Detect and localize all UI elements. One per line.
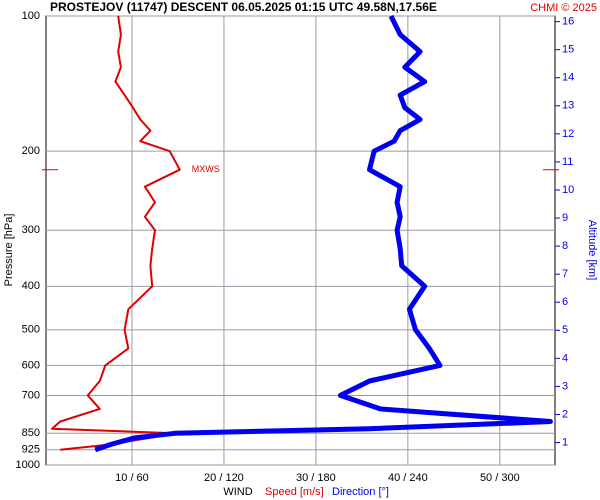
y-tick-label: 300 bbox=[22, 224, 40, 236]
x-tick-label: 30 / 180 bbox=[296, 472, 336, 484]
series-line bbox=[51, 15, 181, 451]
y2-tick-label: 6 bbox=[562, 296, 568, 308]
x-tick-label: 10 / 60 bbox=[115, 472, 149, 484]
y-tick-label: 500 bbox=[22, 324, 40, 336]
y-tick-label: 700 bbox=[22, 389, 40, 401]
y-tick-label: 850 bbox=[22, 427, 40, 439]
legend-speed: Speed [m/s] bbox=[265, 486, 324, 498]
y2-tick-label: 14 bbox=[562, 72, 574, 84]
y2-tick-label: 5 bbox=[562, 324, 568, 336]
annotation: MXWS bbox=[192, 164, 220, 174]
y-tick-label: 200 bbox=[22, 145, 40, 157]
y2-tick-label: 2 bbox=[562, 408, 568, 420]
y-tick-label: 600 bbox=[22, 359, 40, 371]
x-tick-label: 50 / 300 bbox=[480, 472, 520, 484]
y2-tick-label: 10 bbox=[562, 184, 574, 196]
x-axis-label: WIND bbox=[223, 486, 252, 498]
y-tick-label: 400 bbox=[22, 280, 40, 292]
chart-title: PROSTEJOV (11747) DESCENT 06.05.2025 01:… bbox=[50, 0, 437, 14]
y2-tick-label: 8 bbox=[562, 240, 568, 252]
y2-tick-label: 7 bbox=[562, 268, 568, 280]
y2-tick-label: 1 bbox=[562, 436, 568, 448]
y2-axis-label: Altitude [km] bbox=[586, 220, 598, 281]
y-tick-label: 1000 bbox=[16, 459, 40, 471]
y2-tick-label: 11 bbox=[562, 156, 573, 168]
x-tick-label: 40 / 240 bbox=[388, 472, 428, 484]
y-tick-label: 925 bbox=[22, 444, 40, 456]
x-tick-label: 20 / 120 bbox=[204, 472, 244, 484]
plot-frame bbox=[45, 15, 556, 466]
y2-tick-label: 4 bbox=[562, 352, 568, 364]
credit: CHMI © 2025 bbox=[530, 2, 597, 14]
y2-tick-label: 15 bbox=[562, 44, 574, 56]
y2-tick-label: 9 bbox=[562, 212, 568, 224]
y2-tick-label: 3 bbox=[562, 380, 568, 392]
y-axis-label: Pressure [hPa] bbox=[3, 214, 15, 287]
series-line bbox=[94, 14, 553, 453]
y2-tick-label: 16 bbox=[562, 16, 574, 28]
y-tick-label: 100 bbox=[22, 10, 40, 22]
y2-tick-label: 13 bbox=[562, 100, 574, 112]
legend-direction: Direction [°] bbox=[332, 486, 389, 498]
y2-tick-label: 12 bbox=[562, 128, 574, 140]
